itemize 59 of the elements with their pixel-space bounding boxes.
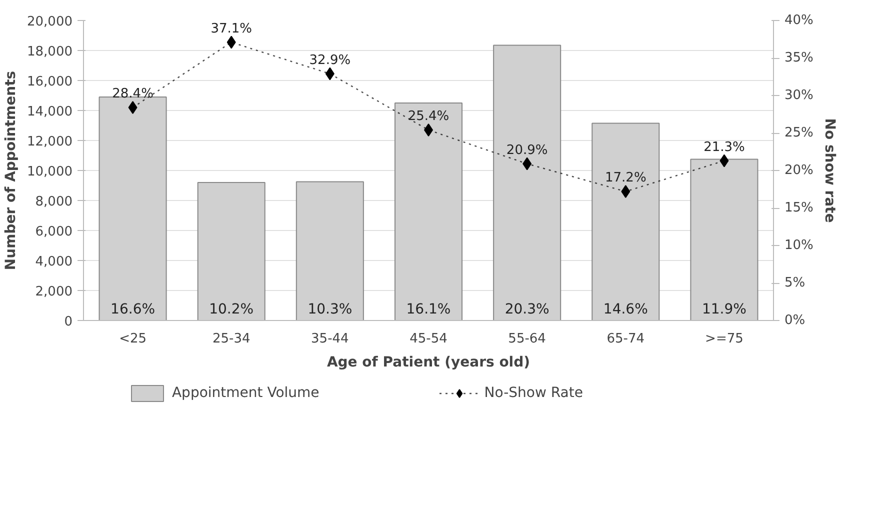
bar [197, 182, 266, 320]
annotation: 10.3% [308, 302, 352, 318]
legend-label: Appointment Volume [172, 385, 320, 401]
y-tick-label: 14,000 [27, 104, 73, 120]
y2-tick-label: 10% [784, 238, 814, 253]
y2-axis-title: No show rate [821, 118, 838, 223]
data-label: 21.3% [704, 140, 745, 155]
bar [296, 181, 364, 320]
y2-tick-label: 25% [784, 126, 814, 140]
annotation: 16.6% [110, 302, 156, 318]
x-tick-label: <25 [119, 332, 147, 346]
y-tick-label: 16,000 [27, 74, 73, 90]
x-tick-label: 35-44 [311, 332, 349, 346]
data-label: 28.4% [112, 86, 154, 102]
y-tick-label: 2,000 [35, 284, 72, 300]
data-label: 32.9% [309, 52, 351, 68]
bar [394, 102, 463, 320]
data-label: 20.9% [506, 142, 548, 158]
point [325, 67, 334, 80]
x-tick-label: 45-54 [410, 332, 448, 346]
y2-tick-label: 30% [784, 88, 814, 103]
annotation: 11.9% [702, 302, 746, 318]
x-tick-label: >=75 [705, 332, 744, 346]
y-tick-label: 4,000 [35, 254, 72, 270]
y-tick-label: 12,000 [27, 134, 73, 150]
annotation: 14.6% [603, 302, 648, 318]
y2-tick-label: 40% [784, 13, 814, 28]
legend-label: No-Show Rate [484, 385, 583, 401]
bar [493, 44, 562, 320]
y-tick-label: 20,000 [27, 14, 73, 30]
x-tick-label: 65-74 [606, 332, 645, 346]
data-label: 25.4% [408, 109, 450, 124]
y-tick-label: 0 [64, 314, 73, 330]
data-label: 17.2% [604, 170, 646, 186]
bar [98, 96, 167, 320]
point [720, 154, 729, 168]
y2-tick-label: 15% [784, 200, 814, 216]
bar [690, 158, 758, 320]
point [128, 101, 138, 114]
y2-tick-label: 35% [784, 50, 814, 66]
point [621, 185, 630, 198]
point [226, 36, 236, 49]
annotation: 16.1% [406, 302, 451, 318]
annotation: 20.3% [504, 302, 550, 318]
y-axis-title: Number of Appointments [3, 70, 20, 270]
annotation: 10.2% [209, 302, 254, 318]
x-tick-label: 25-34 [212, 332, 250, 346]
y-tick-label: 8,000 [35, 194, 72, 210]
y-tick-label: 18,000 [27, 44, 73, 60]
y2-tick-label: 0% [784, 313, 806, 328]
y2-tick-label: 5% [784, 276, 806, 290]
point [522, 157, 532, 170]
data-label: 37.1% [210, 21, 252, 36]
x-axis-title: Age of Patient (years old) [326, 354, 530, 370]
y-tick-label: 6,000 [35, 224, 72, 240]
bar [592, 122, 660, 320]
y-tick-label: 10,000 [27, 164, 73, 180]
y2-tick-label: 20% [784, 163, 814, 178]
x-tick-label: 55-64 [508, 332, 546, 346]
